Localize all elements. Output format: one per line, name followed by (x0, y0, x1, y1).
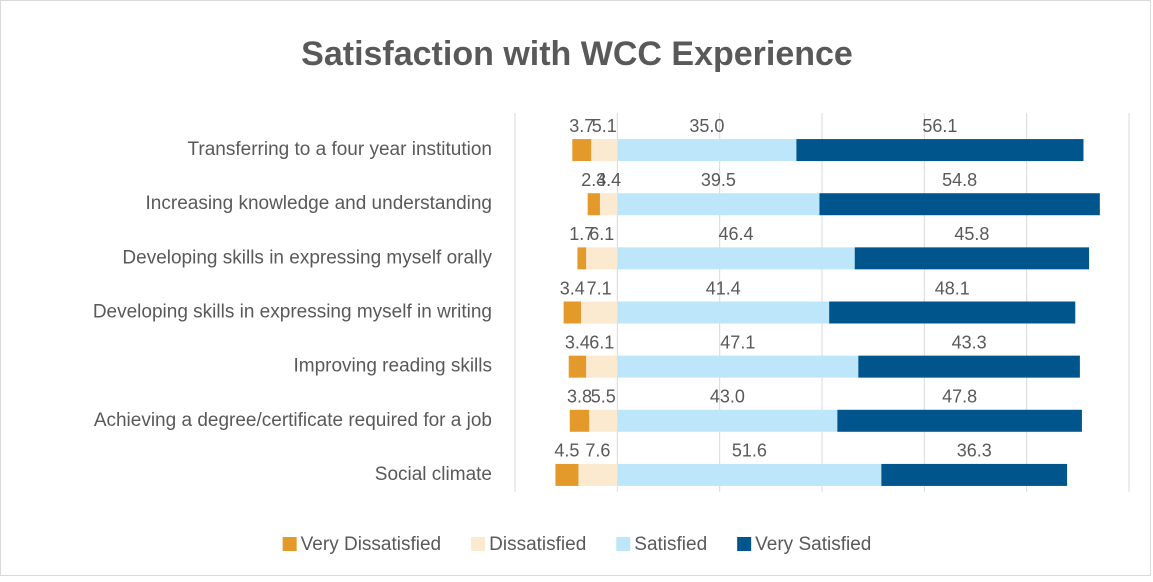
category-label: Improving reading skills (293, 356, 492, 377)
bar-segment (589, 409, 618, 432)
legend-swatch (282, 537, 297, 551)
bar-segment (578, 463, 618, 486)
bar-segment (837, 409, 1082, 432)
value-label: 6.1 (589, 224, 614, 244)
bar-segment (819, 193, 1100, 216)
legend-label: Very Dissatisfied (301, 534, 441, 555)
value-label: 1.7 (569, 224, 594, 244)
value-label: 43.3 (952, 332, 987, 352)
value-label: 48.1 (935, 278, 970, 298)
bar-segment (617, 193, 820, 216)
value-label: 54.8 (942, 170, 977, 190)
bar-segment (617, 139, 797, 162)
value-label: 7.6 (585, 441, 610, 461)
bar-segment (555, 463, 579, 486)
value-label: 3.4 (560, 278, 585, 298)
bar-segment (572, 139, 592, 162)
value-label: 51.6 (732, 441, 767, 461)
value-label: 45.8 (954, 224, 989, 244)
value-label: 47.1 (720, 332, 755, 352)
value-label: 7.1 (587, 278, 612, 298)
legend-swatch (737, 537, 752, 551)
bar-segment (591, 139, 618, 162)
bar-segment (587, 193, 600, 216)
value-label: 46.4 (719, 224, 754, 244)
category-label: Developing skills in expressing myself o… (122, 247, 492, 268)
value-label: 56.1 (922, 116, 957, 136)
legend-swatch (616, 537, 631, 551)
bar-segment (617, 247, 855, 270)
bar-segment (563, 301, 582, 324)
legend-label: Satisfied (634, 534, 707, 555)
category-label: Increasing knowledge and understanding (146, 193, 492, 214)
category-label: Transferring to a four year institution (188, 139, 493, 160)
bar-segment (568, 355, 587, 378)
chart-title: Satisfaction with WCC Experience (301, 35, 853, 73)
bar-segment (617, 355, 859, 378)
bar-segment (586, 355, 618, 378)
category-label: Social climate (375, 464, 492, 485)
bar-segment (829, 301, 1076, 324)
bar-segment (881, 463, 1068, 486)
bar-segment (858, 355, 1080, 378)
bar-segment (599, 193, 618, 216)
legend-label: Very Satisfied (755, 534, 871, 555)
bar-segment (569, 409, 590, 432)
bar-segment (577, 247, 587, 270)
value-label: 35.0 (689, 116, 724, 136)
legend-label: Dissatisfied (489, 534, 586, 555)
bar-segment (854, 247, 1090, 270)
value-label: 41.4 (706, 278, 741, 298)
value-label: 2.4 (581, 170, 606, 190)
bar-segment (617, 409, 838, 432)
category-label: Developing skills in expressing myself i… (93, 302, 492, 323)
value-label: 5.1 (592, 116, 617, 136)
value-label: 6.1 (589, 332, 614, 352)
bar-segment (796, 139, 1084, 162)
value-label: 5.5 (591, 387, 616, 407)
value-label: 3.8 (567, 387, 592, 407)
value-label: 39.5 (701, 170, 736, 190)
value-label: 4.5 (554, 441, 579, 461)
bar-segment (581, 301, 618, 324)
category-label: Achieving a degree/certificate required … (94, 410, 492, 431)
bar-segment (617, 301, 830, 324)
value-label: 47.8 (942, 387, 977, 407)
legend-swatch (471, 537, 486, 551)
bar-segment (617, 463, 882, 486)
value-label: 3.4 (565, 332, 590, 352)
value-label: 3.7 (569, 116, 594, 136)
value-label: 43.0 (710, 387, 745, 407)
bar-segment (586, 247, 618, 270)
value-label: 3.4 (596, 170, 621, 190)
value-label: 36.3 (957, 441, 992, 461)
